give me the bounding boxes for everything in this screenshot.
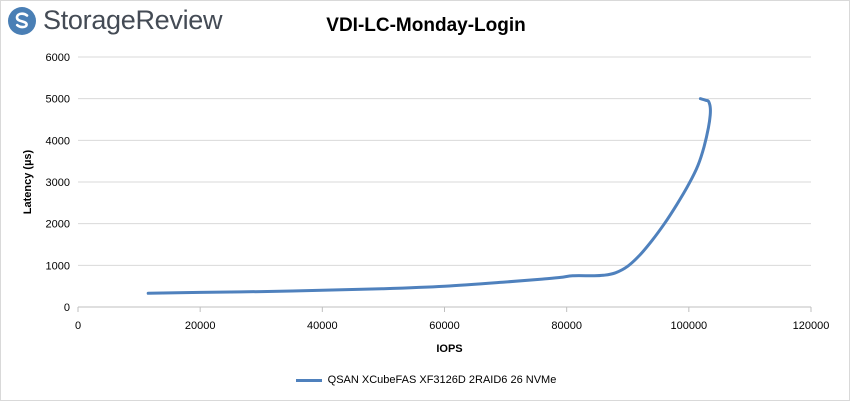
y-tick-label: 1000: [46, 260, 70, 272]
y-tick-label: 0: [64, 302, 70, 314]
chart-title: VDI-LC-Monday-Login: [326, 15, 526, 36]
legend: QSAN XCubeFAS XF3126D 2RAID6 26 NVMe: [1, 374, 850, 386]
y-tick-label: 6000: [46, 52, 70, 64]
x-tick-label: 20000: [185, 320, 216, 332]
x-tick-label: 0: [75, 320, 81, 332]
x-tick-label: 40000: [307, 320, 338, 332]
legend-label: QSAN XCubeFAS XF3126D 2RAID6 26 NVMe: [327, 374, 557, 386]
series-line: [146, 97, 712, 295]
y-tick-label: 5000: [46, 94, 70, 106]
brand-name: StorageReview: [43, 5, 223, 35]
y-tick-label: 3000: [46, 177, 70, 189]
x-axis-label: IOPS: [436, 343, 462, 355]
x-tick-label: 60000: [429, 320, 460, 332]
x-tick-label: 120000: [793, 320, 830, 332]
x-tick-label: 80000: [551, 320, 582, 332]
y-axis-label: Latency (µs): [22, 149, 34, 214]
storagereview-logo-icon: [8, 6, 36, 35]
legend-swatch: [295, 378, 322, 382]
y-tick-label: 2000: [46, 219, 70, 231]
x-tick-label: 100000: [670, 320, 707, 332]
y-tick-label: 4000: [46, 135, 70, 147]
brand-logo[interactable]: StorageReview: [7, 5, 223, 36]
